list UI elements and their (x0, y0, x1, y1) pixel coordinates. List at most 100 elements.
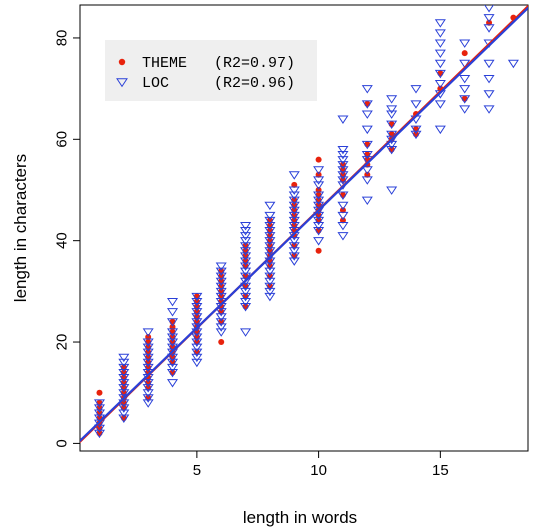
loc-point (93, 409, 106, 418)
loc-point (142, 379, 154, 388)
loc-point (386, 145, 398, 155)
theme-point (315, 156, 322, 163)
legend-r2: (R2=0.96) (214, 75, 295, 92)
loc-fit-line (80, 6, 528, 443)
loc-point (434, 69, 446, 79)
loc-point (191, 308, 203, 317)
loc-point (93, 404, 106, 413)
loc-point (483, 24, 495, 33)
theme-point (145, 333, 152, 340)
loc-point (166, 368, 179, 378)
loc-point (215, 277, 227, 287)
loc-point (288, 191, 300, 200)
loc-point (434, 39, 446, 48)
loc-point (142, 394, 154, 403)
loc-point (361, 110, 373, 119)
loc-point (386, 95, 398, 104)
loc-point (240, 227, 252, 236)
loc-point (288, 237, 300, 246)
legend-r2: (R2=0.97) (214, 55, 295, 72)
loc-point (215, 272, 227, 282)
loc-point (142, 343, 154, 353)
loc-point (166, 328, 179, 337)
loc-point (264, 272, 276, 282)
loc-point (361, 125, 373, 135)
loc-point (118, 409, 130, 418)
loc-point (93, 424, 106, 434)
loc-point (118, 404, 130, 413)
loc-point (313, 216, 325, 226)
loc-point (191, 358, 203, 368)
loc-point (166, 353, 179, 363)
loc-point (264, 267, 276, 276)
loc-point (264, 232, 276, 241)
loc-point (118, 363, 130, 373)
loc-point (361, 196, 373, 206)
loc-point (240, 282, 252, 292)
loc-point (288, 206, 300, 216)
loc-point (313, 176, 325, 185)
loc-point (337, 171, 349, 180)
loc-point (410, 85, 422, 94)
loc-point (142, 358, 154, 368)
axes: 5 10 15 0 20 40 60 80 (54, 30, 449, 479)
loc-point (337, 191, 349, 200)
x-tick-label: 15 (432, 462, 449, 479)
loc-point (484, 5, 494, 13)
loc-point (166, 297, 179, 307)
loc-point (215, 292, 227, 302)
loc-point (240, 237, 252, 246)
loc-point (337, 232, 349, 241)
loc-point (118, 374, 130, 383)
loc-point (288, 247, 300, 256)
loc-point (264, 247, 276, 256)
loc-point (142, 338, 154, 347)
loc-point (142, 399, 154, 408)
loc-point (166, 363, 179, 373)
loc-point (313, 201, 325, 211)
loc-point (313, 227, 325, 236)
loc-point (118, 358, 130, 368)
loc-point (459, 59, 471, 69)
theme-point (339, 207, 346, 214)
loc-point (337, 166, 349, 175)
loc-point (142, 384, 154, 393)
loc-point (191, 338, 203, 347)
loc-point (215, 328, 227, 337)
loc-point (361, 166, 373, 175)
loc-point (313, 166, 325, 175)
loc-point (264, 201, 276, 211)
loc-point (166, 358, 179, 368)
loc-point (215, 282, 227, 292)
loc-point (215, 308, 227, 317)
loc-point (313, 181, 325, 190)
loc-point (386, 120, 398, 130)
loc-point (215, 318, 227, 327)
theme-point (291, 181, 298, 188)
loc-point (166, 338, 179, 347)
loc-point (483, 105, 495, 114)
loc-point (166, 333, 179, 342)
loc-point (215, 313, 227, 322)
data-points (93, 5, 519, 439)
y-tick-label: 0 (54, 439, 71, 447)
loc-point (361, 176, 373, 185)
loc-point (264, 216, 276, 226)
loc-point (459, 95, 471, 104)
loc-point (118, 379, 130, 388)
loc-point (288, 201, 300, 211)
legend-theme-marker (118, 58, 126, 66)
loc-point (483, 14, 495, 23)
loc-point (240, 303, 252, 312)
loc-point (361, 140, 373, 150)
loc-point (215, 287, 227, 297)
loc-point (386, 110, 398, 119)
loc-point (410, 130, 422, 140)
loc-point (118, 384, 130, 393)
x-tick-label: 10 (310, 462, 327, 479)
loc-point (191, 348, 203, 358)
legend-label: THEME (142, 55, 187, 72)
loc-point (434, 19, 446, 28)
loc-point (434, 59, 446, 69)
loc-point (240, 287, 252, 297)
